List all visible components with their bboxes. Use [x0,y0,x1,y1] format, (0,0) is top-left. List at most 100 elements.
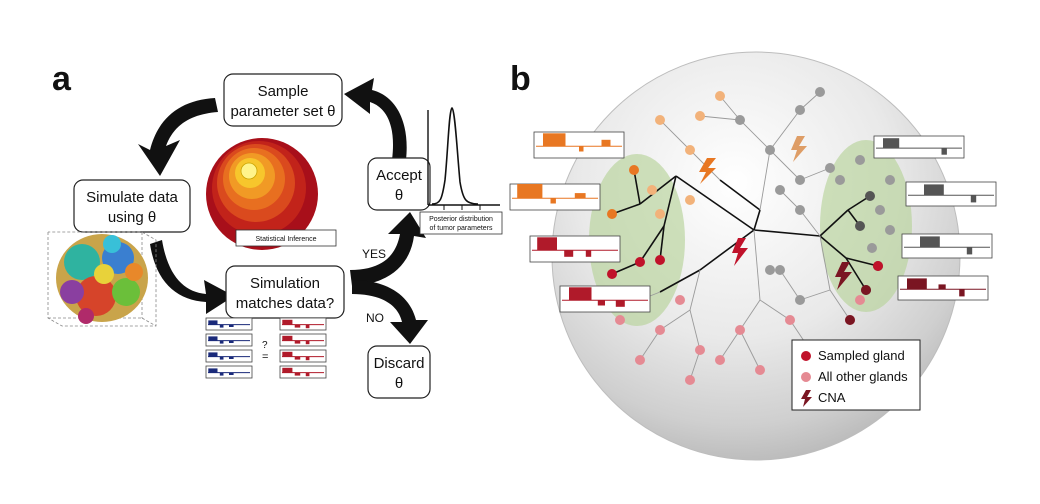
posterior-caption-line1: Posterior distribution [429,216,493,223]
profile-segment [294,356,301,360]
statistical-inference-label: Statistical Inference [255,236,316,243]
legend-other-label: All other glands [818,369,908,384]
other-gland [655,325,665,335]
tree-branch [719,329,741,361]
profile-segment [219,356,224,360]
accept-box: Accept θ [367,157,431,211]
profile-segment [208,336,218,341]
tree-branch [633,169,641,205]
cna-symbols [699,136,852,290]
tree-branch [753,229,821,237]
profile-segment [579,146,584,152]
sampled-gland [861,285,871,295]
profile-segment [219,340,224,344]
accept-box-line2: θ [395,187,403,204]
tree-branch [819,235,847,259]
other-gland [885,225,895,235]
sampled-gland [655,255,665,265]
tree-branch [699,229,755,271]
discard-box-line1: Discard [374,355,425,372]
tree-branch [779,269,801,301]
other-gland [765,265,775,275]
profile-segment [585,250,592,257]
profile-segment [550,198,556,204]
panel-a-letter: a [52,60,72,98]
profile-segment [543,133,566,147]
sample-box-line1: Sample [258,83,309,100]
gland-profile [533,131,625,159]
other-gland [755,365,765,375]
arrow-accept-to-sample [344,78,407,160]
profile-comparison [205,317,327,379]
other-gland [795,205,805,215]
gland-profile [897,275,989,301]
blue-profile [205,333,253,347]
panel-b-letter: b [510,60,531,98]
tree-branch [639,225,665,263]
profile-segment [282,335,293,341]
sampled-gland [865,191,875,201]
profile-segment [883,138,900,149]
panel-b: b Sampled gland All other glands CNA [509,51,997,461]
sampled-gland [873,261,883,271]
profile-segment [282,351,293,357]
sampled-gland [629,165,639,175]
tree-branch [719,95,741,121]
other-gland [775,185,785,195]
posterior-curve [431,107,479,205]
profile-segment [219,372,224,376]
tree-branch [819,235,831,291]
tree-branch [675,175,755,231]
matches-box: Simulation matches data? [225,265,345,319]
tree-branch [659,269,701,293]
other-gland [835,175,845,185]
tree-branch [739,299,761,331]
legend: Sampled gland All other glands CNA [791,339,921,411]
other-gland [735,325,745,335]
profile-segment [282,319,293,325]
profile-segment [208,368,218,373]
other-gland [695,345,705,355]
other-gland [735,115,745,125]
profile-segment [294,324,301,328]
red-profile [279,317,327,331]
profile-segment [517,184,543,199]
profile-segment [219,324,224,328]
legend-sampled-marker [801,351,811,361]
profile-segment [920,236,940,248]
tree-branch [611,261,641,275]
other-gland [825,163,835,173]
profile-segment [208,320,218,325]
tree-branch [819,209,849,237]
legend-sampled-label: Sampled gland [818,348,905,363]
gland-profile [559,285,651,313]
profile-segment [601,139,611,147]
other-gland [635,355,645,365]
profile-segment [229,372,234,375]
cna-icon [835,262,852,290]
other-gland [785,315,795,325]
other-gland [885,175,895,185]
green-region-left [589,154,685,326]
other-gland [775,265,785,275]
profile-segment [305,356,310,361]
profile-segment [229,324,234,327]
other-gland [675,295,685,305]
arrow-sample-to-simulate [138,98,218,176]
other-gland [875,205,885,215]
tree-branch [845,257,867,291]
other-gland [795,295,805,305]
profile-segment [938,284,946,290]
tree-branch [699,115,741,121]
blue-profile [205,349,253,363]
tree-branch [739,119,771,151]
tree-branch [639,329,661,361]
tree-branch [639,175,677,205]
profile-segment [597,300,605,306]
profile-segment [941,148,947,155]
other-gland [715,91,725,101]
profile-segment [966,247,973,255]
tree-branch [769,109,801,151]
simulate-box: Simulate data using θ [73,179,191,233]
discard-box-line2: θ [395,375,403,392]
